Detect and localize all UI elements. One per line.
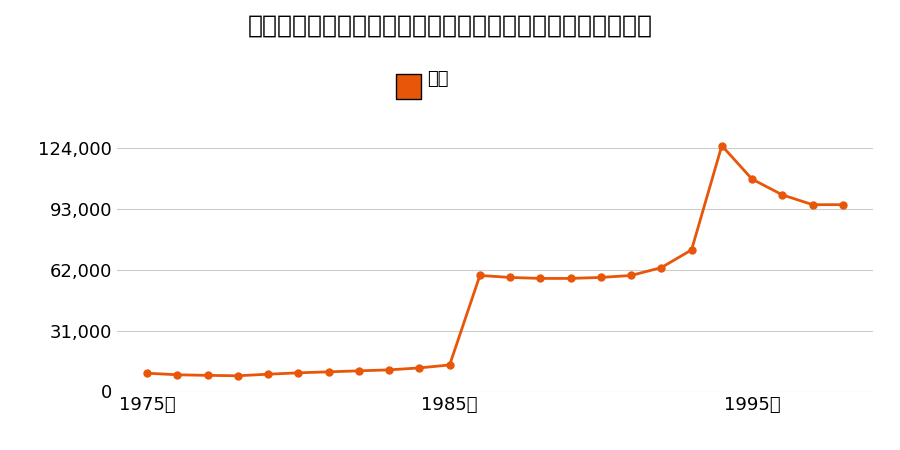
Text: 愛知県愛知郡東郷町大字春木字深池１７３２番６の地価推移: 愛知県愛知郡東郷町大字春木字深池１７３２番６の地価推移: [248, 14, 652, 37]
Text: 価格: 価格: [428, 70, 449, 88]
